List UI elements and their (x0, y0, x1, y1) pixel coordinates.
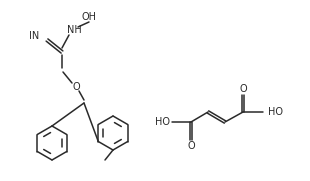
Text: HO: HO (268, 107, 283, 117)
Text: O: O (239, 84, 247, 94)
Text: O: O (187, 141, 195, 151)
Text: HO: HO (155, 117, 170, 127)
Text: O: O (72, 82, 80, 92)
Text: IN: IN (29, 31, 39, 41)
Text: OH: OH (82, 12, 96, 22)
Text: NH: NH (67, 25, 81, 35)
